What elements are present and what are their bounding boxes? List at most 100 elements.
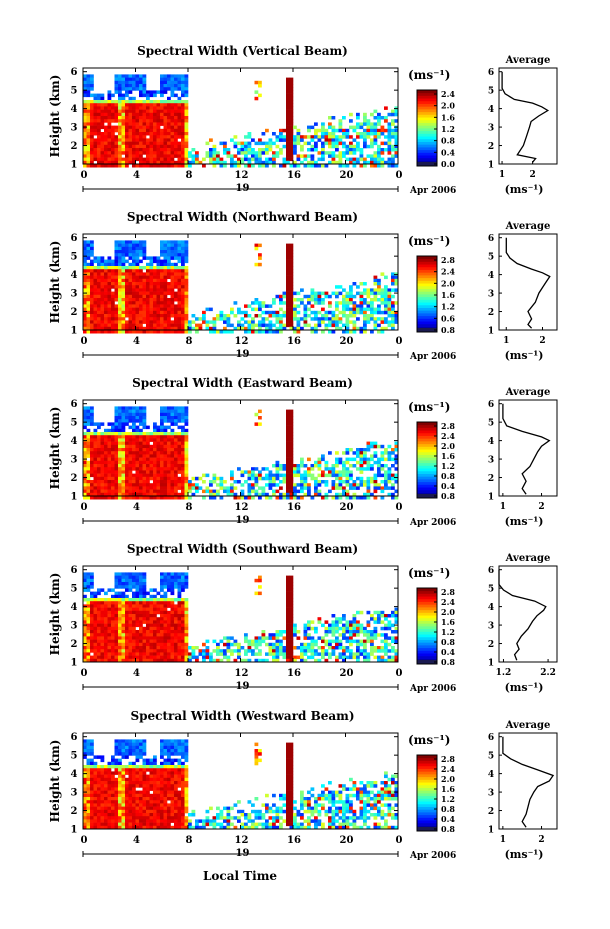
y-tick-label: 5 [71, 252, 78, 263]
x-tick-label: 20 [340, 668, 354, 679]
colorbar-tick-label: 0.8 [441, 325, 455, 335]
avg-y-tick-label: 3 [488, 124, 494, 134]
avg-y-tick-label: 5 [488, 585, 494, 595]
average-profile-line [502, 736, 555, 828]
avg-y-tick-label: 5 [488, 752, 494, 762]
colorbar-swatch [417, 441, 437, 445]
colorbar-swatch [417, 328, 437, 332]
colorbar-swatch [417, 653, 437, 657]
heatmap-cells [83, 406, 399, 500]
colorbar-tick-label: 2.0 [441, 607, 455, 617]
colorbar-swatch [417, 304, 437, 308]
colorbar-swatch [417, 760, 437, 764]
colorbar-swatch [417, 280, 437, 284]
colorbar-swatch [417, 111, 437, 115]
colorbar-swatch [417, 801, 437, 805]
x-tick-label: 16 [287, 170, 301, 181]
x-tick-label: 4 [133, 668, 140, 679]
colorbar-swatch [417, 803, 437, 807]
colorbar-swatch [417, 315, 437, 319]
avg-y-tick-label: 4 [488, 437, 494, 447]
x-tick-label: 20 [340, 502, 354, 513]
colorbar-swatch [417, 430, 437, 434]
avg-y-tick-label: 1 [488, 161, 494, 171]
colorbar-tick-label: 1.2 [441, 794, 455, 804]
panel-title: Spectral Width (Eastward Beam) [132, 376, 353, 390]
average-frame [498, 233, 558, 331]
colorbar-swatch [417, 291, 437, 295]
colorbar-tick-label: 0.4 [441, 481, 455, 491]
colorbar-swatch [417, 136, 437, 140]
colorbar-swatch [417, 122, 437, 126]
panel-title: Spectral Width (Southward Beam) [127, 542, 358, 556]
colorbar-swatch [417, 479, 437, 483]
colorbar-swatch [417, 258, 437, 262]
colorbar-unit: (ms⁻¹) [408, 234, 450, 248]
colorbar-swatch [417, 302, 437, 306]
average-title: Average [505, 55, 551, 66]
colorbar-swatch [417, 125, 437, 129]
avg-x-tick-label: 2 [529, 170, 535, 180]
colorbar-tick-label: 2.8 [441, 754, 455, 764]
y-tick-label: 1 [71, 326, 78, 337]
avg-y-tick-label: 1 [488, 327, 494, 337]
day-label: 19 [236, 515, 250, 526]
y-tick-label: 4 [71, 436, 78, 447]
colorbar-swatch [417, 489, 437, 493]
x-tick-label: 20 [340, 835, 354, 846]
y-tick-label: 6 [71, 233, 78, 244]
date-label: Apr 2006 [409, 186, 456, 196]
colorbar-swatch [417, 446, 437, 450]
colorbar-swatch [417, 655, 437, 659]
x-tick-label: 12 [235, 170, 249, 181]
y-tick-label: 2 [71, 806, 78, 817]
x-tick-label: 0 [396, 336, 403, 347]
y-tick-label: 1 [71, 658, 78, 669]
avg-x-tick-label: 1 [503, 336, 509, 346]
colorbar-swatch [417, 288, 437, 292]
avg-y-tick-label: 2 [488, 474, 494, 484]
avg-y-tick-label: 3 [488, 456, 494, 466]
colorbar-swatch [417, 299, 437, 303]
day-label: 19 [236, 183, 250, 194]
colorbar-tick-label: 2.4 [441, 597, 455, 607]
colorbar-swatch [417, 460, 437, 464]
colorbar-swatch [417, 806, 437, 810]
bottom-x-axis-label: Local Time [203, 869, 277, 883]
avg-y-tick-label: 3 [488, 290, 494, 300]
x-tick-label: 20 [340, 336, 354, 347]
colorbar-unit: (ms⁻¹) [408, 400, 450, 414]
avg-y-tick-label: 2 [488, 640, 494, 650]
colorbar-swatch [417, 109, 437, 113]
colorbar-swatch [417, 812, 437, 816]
colorbar-swatch [417, 432, 437, 436]
colorbar-swatch [417, 92, 437, 96]
colorbar-swatch [417, 285, 437, 289]
colorbar-swatch [417, 435, 437, 439]
colorbar-swatch [417, 822, 437, 826]
colorbar-swatch [417, 144, 437, 148]
colorbar-swatch [417, 590, 437, 594]
colorbar-swatch [417, 98, 437, 102]
panel-title: Spectral Width (Vertical Beam) [137, 44, 348, 58]
x-tick-label: 8 [186, 835, 193, 846]
y-tick-label: 5 [71, 86, 78, 97]
y-tick-label: 5 [71, 584, 78, 595]
colorbar-swatch [417, 90, 437, 94]
average-profile-line [502, 403, 551, 495]
colorbar-swatch [417, 588, 437, 592]
y-tick-label: 6 [71, 67, 78, 78]
colorbar-frame [416, 754, 438, 832]
avg-y-tick-label: 5 [488, 253, 494, 263]
colorbar-swatch [417, 596, 437, 600]
avg-x-tick-label: 1 [500, 502, 506, 512]
x-tick-label: 0 [81, 170, 88, 181]
panel-title: Spectral Width (Westward Beam) [130, 709, 354, 723]
colorbar-frame [416, 587, 438, 665]
average-title: Average [505, 387, 551, 398]
colorbar-tick-label: 1.6 [441, 617, 455, 627]
colorbar-swatch [417, 261, 437, 265]
y-tick-label: 5 [71, 751, 78, 762]
colorbar-swatch [417, 612, 437, 616]
y-axis-label: Height (km) [48, 75, 62, 158]
